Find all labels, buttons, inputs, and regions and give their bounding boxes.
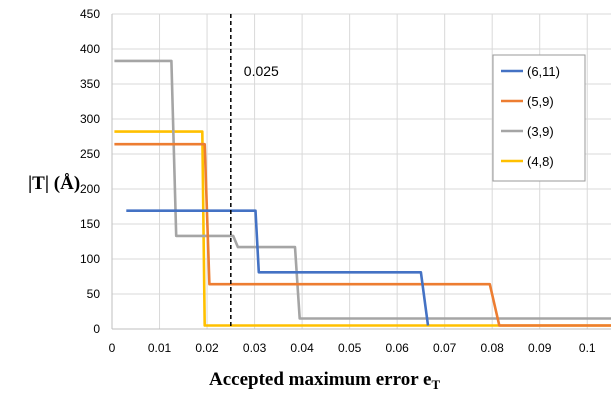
y-tick-labels: 0 50 100 150 200 250 300 350 400 450: [80, 7, 100, 336]
y-tick-label: 0: [93, 322, 100, 336]
x-tick-label: 0.06: [385, 341, 409, 355]
legend-label: (6,11): [527, 64, 560, 79]
x-tick-label: 0.03: [243, 341, 267, 355]
x-tick-labels: 0 0.01 0.02 0.03 0.04 0.05 0.06 0.07 0.08 0.09 0.1: [109, 341, 596, 355]
x-tick-label: 0: [109, 341, 116, 355]
y-tick-label: 450: [80, 7, 100, 21]
y-tick-label: 150: [80, 217, 100, 231]
x-tick-label: 0.04: [290, 341, 314, 355]
threshold-label: 0.025: [244, 63, 279, 79]
x-tick-label: 0.09: [528, 341, 552, 355]
y-tick-label: 200: [80, 182, 100, 196]
series-line-5-9: [114, 142, 611, 327]
x-tick-label: 0.08: [481, 341, 505, 355]
x-tick-label: 0.1: [579, 341, 596, 355]
x-tick-label: 0.02: [195, 341, 219, 355]
series-line-6-11: [126, 209, 430, 326]
legend: (6,11) (5,9) (3,9) (4,8): [492, 54, 586, 182]
series-lines: [114, 59, 611, 327]
x-axis-title-subscript: T: [431, 377, 440, 392]
y-axis-title: |T| (Å): [28, 173, 80, 194]
series-line-4-8: [114, 130, 611, 327]
y-tick-label: 50: [87, 287, 101, 301]
x-axis-title: Accepted maximum error eT: [209, 369, 440, 392]
y-tick-label: 400: [80, 42, 100, 56]
legend-label: (3,9): [527, 124, 554, 139]
x-axis-title-main: Accepted maximum error e: [209, 369, 431, 390]
y-tick-label: 350: [80, 77, 100, 91]
axes: [111, 14, 611, 330]
x-tick-label: 0.05: [338, 341, 362, 355]
x-tick-label: 0.01: [148, 341, 172, 355]
series-line-3-9: [114, 59, 611, 320]
y-tick-label: 100: [80, 252, 100, 266]
y-tick-label: 250: [80, 147, 100, 161]
legend-label: (4,8): [527, 154, 554, 169]
x-tick-label: 0.07: [433, 341, 457, 355]
legend-label: (5,9): [527, 94, 554, 109]
annotations: 0.025: [230, 14, 279, 329]
y-tick-label: 300: [80, 112, 100, 126]
